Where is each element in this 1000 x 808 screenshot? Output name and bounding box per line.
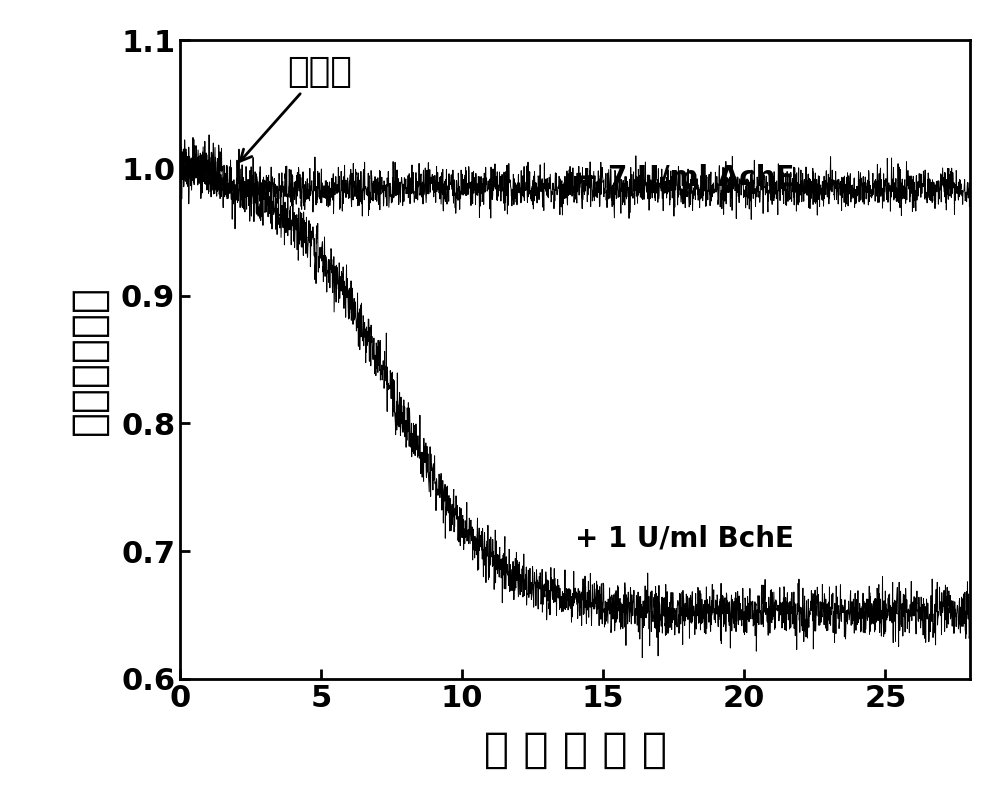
Text: + 1 U/ml BchE: + 1 U/ml BchE — [575, 524, 794, 553]
Text: 加酶处: 加酶处 — [240, 55, 352, 161]
X-axis label: 时 间 ／ 分 钟: 时 间 ／ 分 钟 — [484, 730, 666, 772]
Y-axis label: 相对荧光强度: 相对荧光强度 — [68, 284, 110, 435]
Text: + 7 U/ml AchE: + 7 U/ml AchE — [575, 163, 794, 191]
